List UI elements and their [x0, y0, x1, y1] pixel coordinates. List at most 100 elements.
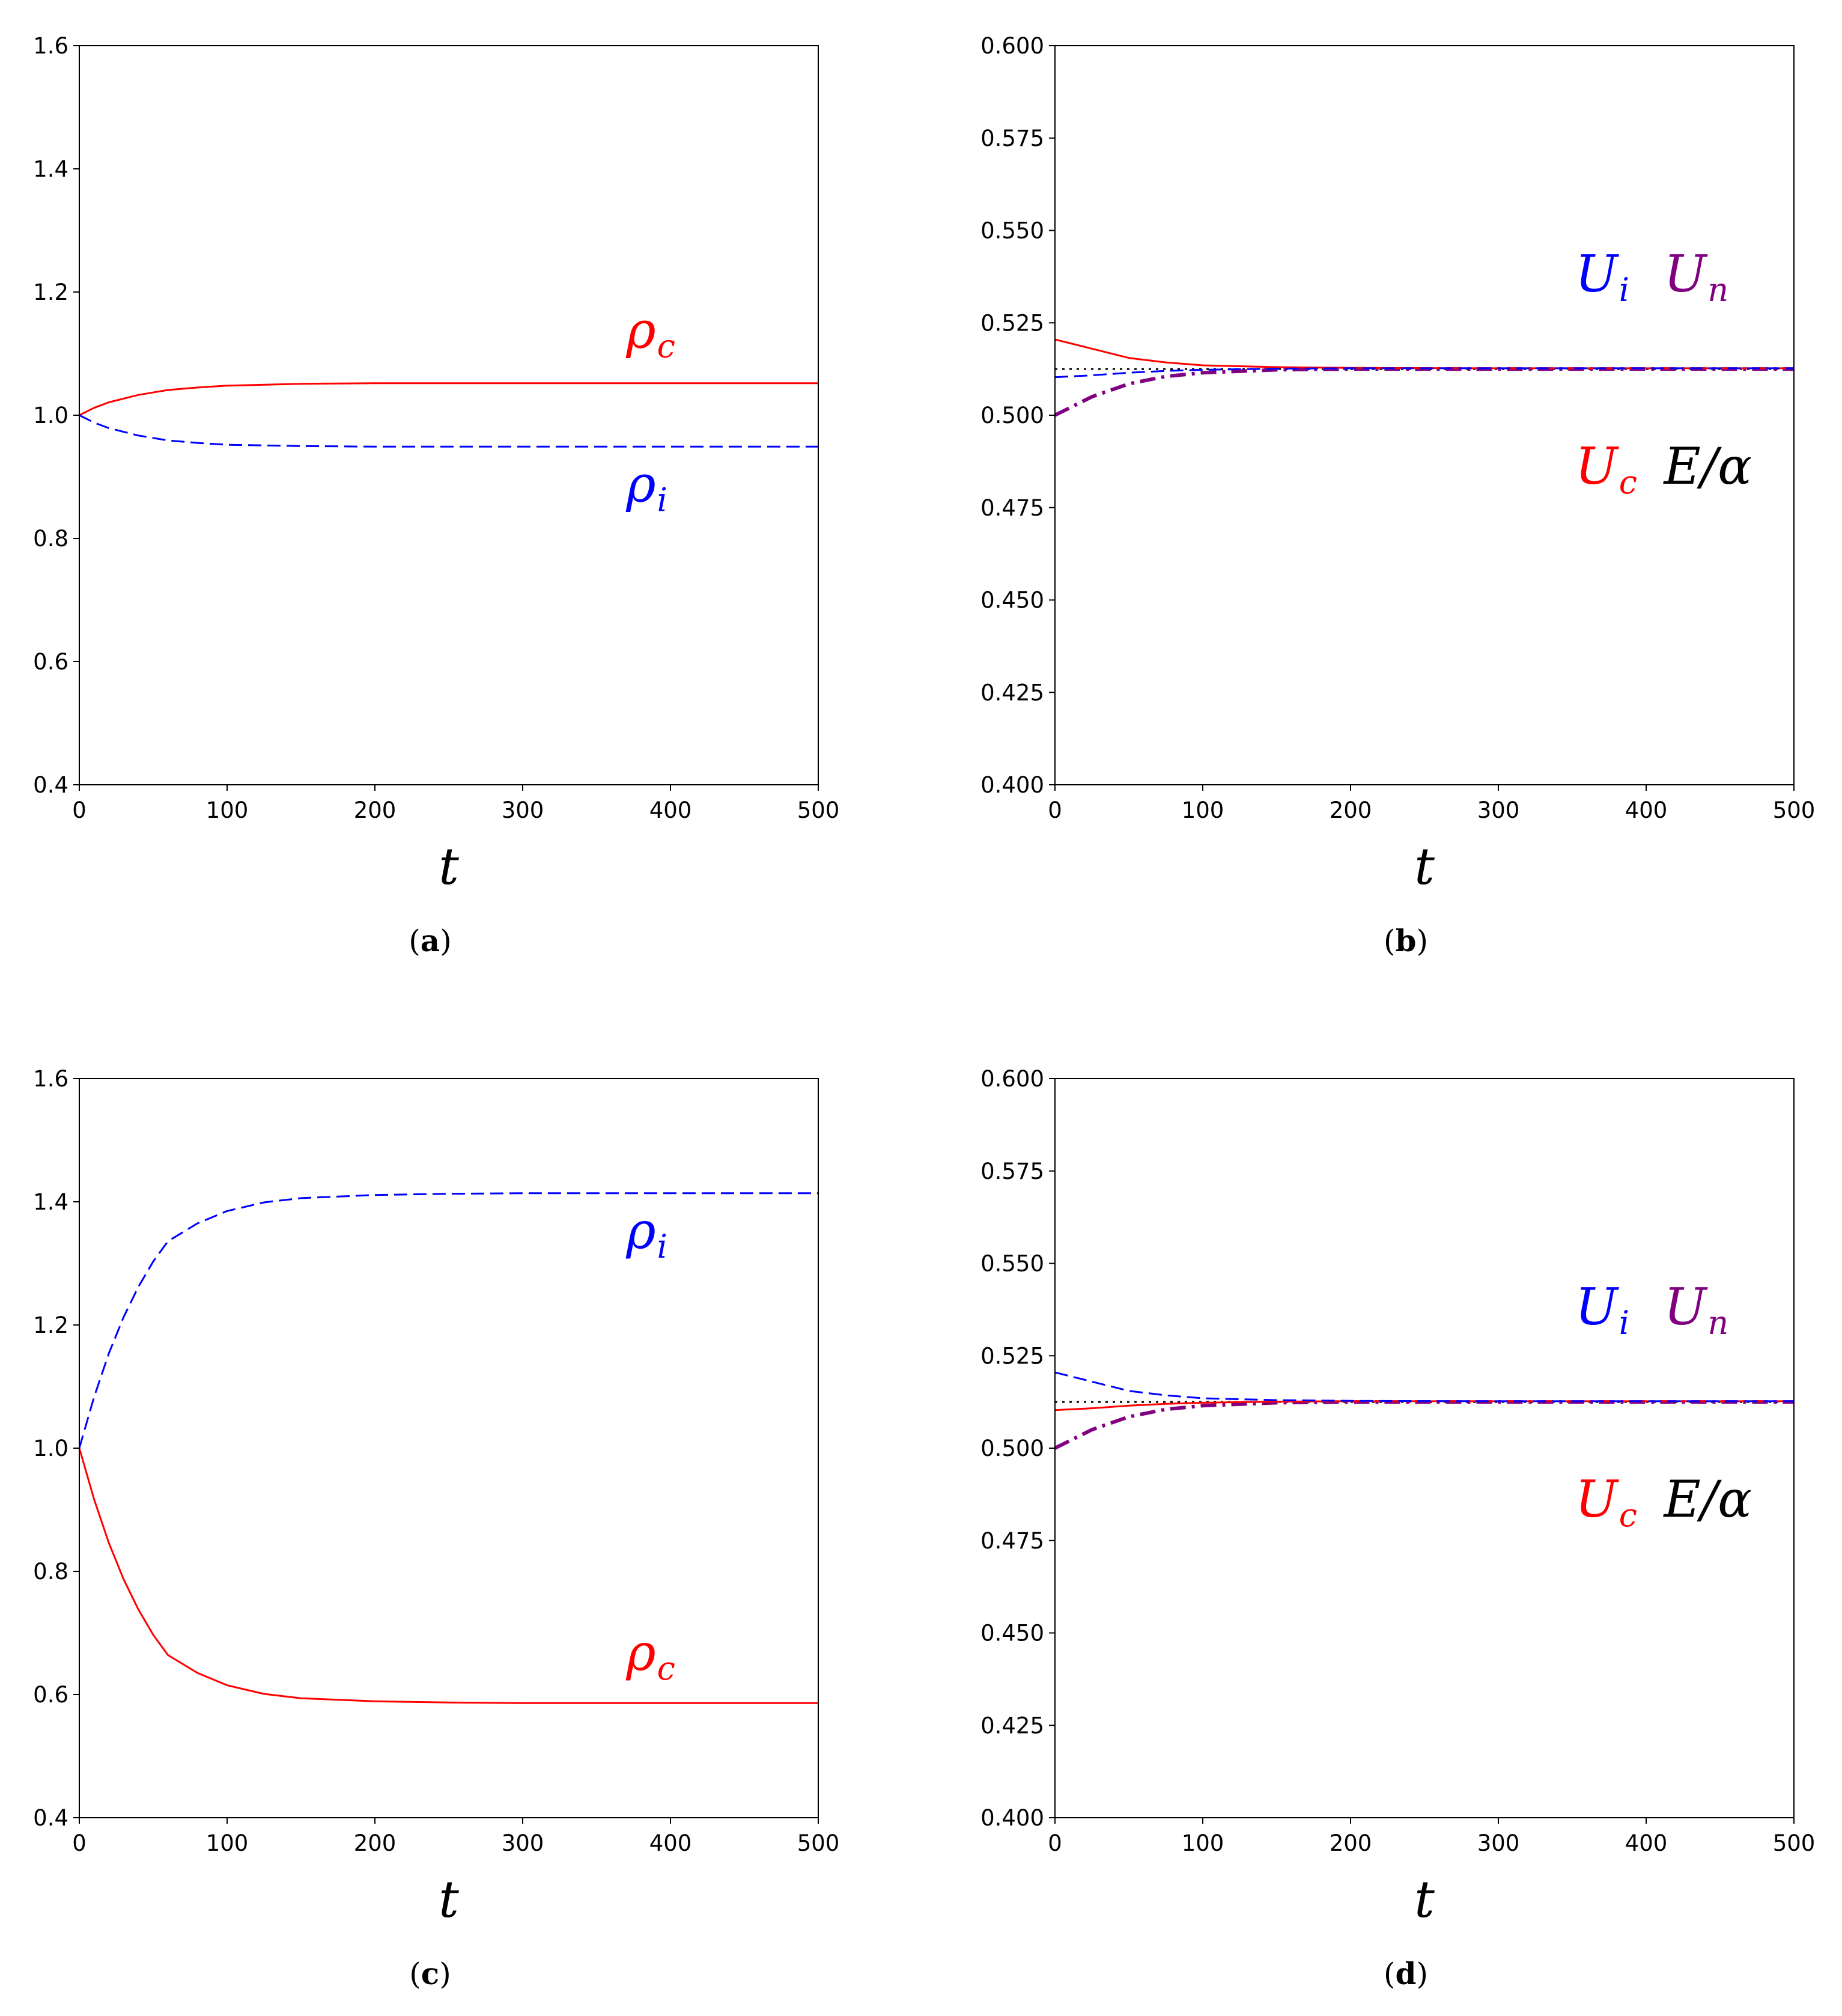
- y-tick-label: 0.600: [980, 1066, 1044, 1092]
- x-tick-label: 300: [502, 797, 544, 823]
- y-tick-label: 0.6: [33, 1682, 68, 1708]
- x-tick-label: 400: [649, 797, 692, 823]
- y-tick-label: 0.425: [980, 1713, 1044, 1738]
- x-tick-label: 200: [1330, 797, 1372, 823]
- y-tick-label: 0.525: [980, 310, 1044, 336]
- x-tick-label: 300: [1477, 797, 1520, 823]
- panel-caption: (a): [409, 923, 451, 958]
- y-tick-label: 0.550: [980, 1251, 1044, 1277]
- x-axis-label: t: [1414, 1870, 1435, 1929]
- series-annotation: Ui: [1575, 245, 1629, 309]
- panel-caption: (d): [1384, 1956, 1428, 1991]
- series-annotation: ρi: [625, 455, 667, 519]
- panel-b: 0 100 200 300 400 500 0.400 0.425 0.450 0.475 0.50…: [980, 33, 1815, 958]
- series-line-rho-c: [79, 1448, 818, 1704]
- x-tick-label: 500: [797, 797, 840, 823]
- series-annotation: Un: [1664, 1278, 1729, 1342]
- y-tick-label: 0.500: [980, 1436, 1044, 1461]
- panel-d: 0 100 200 300 400 500 0.400 0.425 0.450 0.475 0.50…: [980, 1066, 1815, 1991]
- x-tick-label: 400: [1625, 1830, 1668, 1856]
- annotation-subscript: i: [657, 481, 667, 519]
- x-tick-label: 100: [206, 797, 249, 823]
- annotation-subscript: c: [1619, 463, 1637, 501]
- panel-caption: (c): [409, 1956, 451, 1991]
- y-tick-label: 0.550: [980, 218, 1044, 244]
- annotation-symbol: U: [1575, 245, 1620, 303]
- y-tick-label: 1.4: [33, 1189, 68, 1215]
- y-tick-label: 0.475: [980, 1528, 1044, 1554]
- annotation-symbol: ρ: [625, 455, 655, 514]
- y-tick-label: 0.400: [980, 772, 1044, 798]
- y-tick-label: 1.2: [33, 1312, 68, 1338]
- panel-caption: (b): [1384, 923, 1428, 958]
- x-axis-label: t: [439, 1870, 459, 1929]
- x-axis-label: t: [439, 837, 459, 896]
- annotation-subscript: i: [1619, 271, 1629, 309]
- y-tick-label: 0.4: [33, 1805, 68, 1831]
- x-tick-label: 500: [1773, 1830, 1816, 1856]
- panel-caption-letter: a: [421, 923, 440, 958]
- annotation-symbol: ρ: [625, 1201, 655, 1260]
- x-tick-label: 200: [354, 1830, 397, 1856]
- annotation-symbol: U: [1575, 437, 1620, 496]
- x-tick-label: 0: [72, 1830, 87, 1856]
- series-annotation: Ui: [1575, 1278, 1629, 1342]
- x-tick-label: 200: [354, 797, 397, 823]
- annotation-symbol: E/α: [1663, 1470, 1752, 1529]
- annotation-symbol: U: [1575, 1278, 1620, 1336]
- series-line-u-i: [1055, 367, 1794, 379]
- y-tick-label: 0.575: [980, 1159, 1044, 1184]
- y-tick-label: 1.2: [33, 279, 68, 305]
- y-tick-label: 1.0: [33, 403, 68, 428]
- x-tick-label: 100: [1182, 797, 1224, 823]
- annotation-subscript: c: [1619, 1496, 1637, 1534]
- x-tick-label: 0: [1048, 1830, 1062, 1856]
- annotation-subscript: c: [657, 1649, 675, 1687]
- series-line-rho-i: [79, 414, 818, 448]
- x-tick-label: 500: [1773, 797, 1816, 823]
- annotation-symbol: U: [1664, 245, 1709, 303]
- y-tick-label: 0.4: [33, 772, 68, 798]
- x-tick-label: 300: [502, 1830, 544, 1856]
- y-tick-label: 0.450: [980, 1621, 1044, 1646]
- x-tick-label: 300: [1477, 1830, 1520, 1856]
- annotation-symbol: U: [1664, 1278, 1709, 1336]
- y-tick-label: 0.400: [980, 1805, 1044, 1831]
- x-tick-label: 200: [1330, 1830, 1372, 1856]
- y-tick-label: 0.450: [980, 588, 1044, 614]
- y-tick-label: 0.8: [33, 526, 68, 552]
- series-annotation: E/α: [1663, 437, 1752, 496]
- y-tick-label: 0.475: [980, 495, 1044, 521]
- panel-caption-letter: d: [1396, 1956, 1417, 1991]
- x-tick-label: 400: [1625, 797, 1668, 823]
- annotation-symbol: ρ: [625, 1623, 655, 1682]
- annotation-subscript: c: [657, 327, 675, 365]
- series-annotation: ρi: [625, 1201, 667, 1265]
- y-tick-label: 0.425: [980, 680, 1044, 705]
- x-tick-label: 0: [1048, 797, 1062, 823]
- y-tick-label: 0.600: [980, 33, 1044, 59]
- series-line-rho-i: [79, 1192, 818, 1449]
- annotation-subscript: i: [1619, 1304, 1629, 1342]
- series-annotation: ρc: [625, 300, 675, 365]
- y-tick-label: 0.8: [33, 1559, 68, 1585]
- panel-a: 0 100 200 300 400 5000.40.60.81.01.21.41.6tρc…: [33, 33, 839, 958]
- series-annotation: Uc: [1575, 437, 1637, 501]
- annotation-symbol: U: [1575, 1470, 1620, 1529]
- annotation-subscript: n: [1707, 271, 1728, 309]
- series-line-u-i: [1055, 1371, 1794, 1402]
- panel-caption-letter: c: [421, 1956, 439, 1991]
- panel-c: 0 100 200 300 400 5000.40.60.81.01.21.41.6tρi…: [33, 1066, 839, 1991]
- x-tick-label: 400: [649, 1830, 692, 1856]
- annotation-symbol: E/α: [1663, 437, 1752, 496]
- annotation-subscript: n: [1707, 1304, 1728, 1342]
- y-tick-label: 0.500: [980, 403, 1044, 428]
- series-annotation: E/α: [1663, 1470, 1752, 1529]
- panel-caption-letter: b: [1396, 923, 1417, 958]
- y-tick-label: 0.6: [33, 649, 68, 675]
- x-axis-label: t: [1414, 837, 1435, 896]
- x-tick-label: 100: [1182, 1830, 1224, 1856]
- y-tick-label: 1.6: [33, 1066, 68, 1092]
